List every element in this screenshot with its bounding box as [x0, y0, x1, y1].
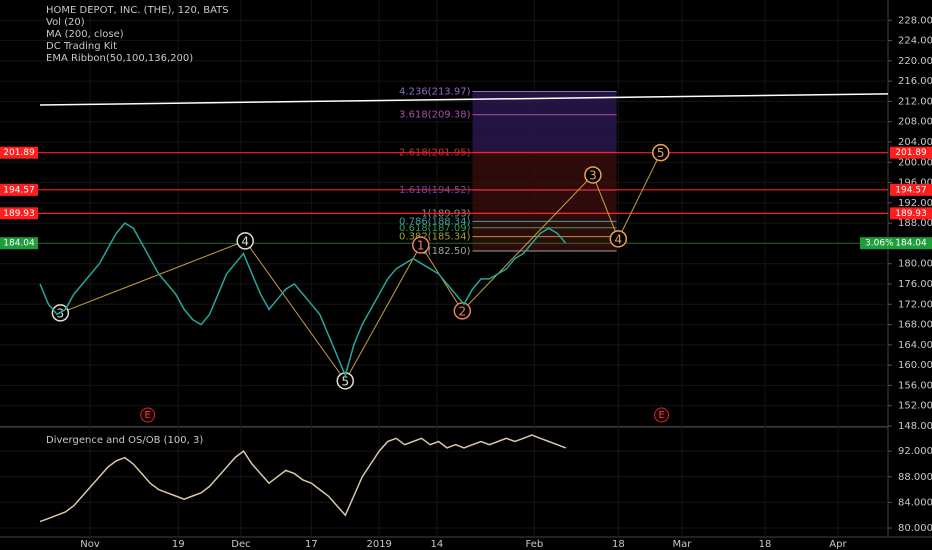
level-tag-right-label: 189.93	[895, 209, 927, 219]
last-change: 3.06%	[865, 239, 894, 249]
wave-label: 1	[417, 238, 425, 252]
wave-marker	[584, 166, 602, 184]
x-tick-label: 18	[612, 539, 625, 550]
x-tick-label: 18	[759, 539, 772, 550]
fib-label: 0.382(185.34)	[399, 232, 471, 243]
pane-title: Divergence and OS/OB (100, 3)	[46, 435, 203, 446]
y-tick-label: 148.00	[898, 421, 932, 432]
y-tick-label: 84.0000	[898, 497, 932, 508]
series-line	[39, 222, 567, 378]
x-tick-label: 2019	[366, 539, 391, 550]
y-tick-label: 168.00	[898, 320, 932, 331]
earnings-marker	[140, 407, 156, 423]
y-tick-label: 88.0000	[898, 472, 932, 483]
wave-label: 3	[57, 306, 65, 320]
wave-marker	[651, 143, 670, 162]
x-tick-label: Nov	[80, 539, 100, 550]
fib-label: 3.618(209.38)	[399, 110, 471, 121]
chart-title: HOME DEPOT, INC. (THE), 120, BATS	[46, 5, 229, 16]
indicator-label: MA (200, close)	[46, 29, 124, 40]
y-tick-label: 200.00	[898, 157, 932, 168]
y-tick-label: 216.00	[898, 76, 932, 87]
wave-label: 3	[589, 168, 597, 182]
x-tick-label: Mar	[672, 539, 692, 550]
trendline	[39, 93, 889, 106]
y-tick-label: 196.00	[898, 178, 932, 189]
y-tick-label: 220.00	[898, 56, 932, 67]
level-tag-right-label: 184.04	[895, 239, 927, 249]
level-tag-right-label: 201.89	[895, 148, 927, 158]
x-tick-label: Feb	[526, 539, 544, 550]
level-tag-right	[890, 207, 932, 220]
y-tick-label: 80.0000	[898, 523, 932, 534]
indicator-label: Vol (20)	[46, 17, 85, 28]
y-tick-label: 192.00	[898, 198, 932, 209]
x-tick-label: 14	[430, 539, 443, 550]
y-tick-label: 92.0000	[898, 446, 932, 457]
y-tick-label: 228.00	[898, 15, 932, 26]
y-tick-label: 160.00	[898, 360, 932, 371]
y-tick-label: 164.00	[898, 340, 932, 351]
wave-marker	[236, 232, 254, 250]
fib-label: 0.618(187.09)	[399, 223, 471, 234]
fib-label: 0.786(188.34)	[399, 216, 471, 227]
indicator-label: DC Trading Kit	[46, 41, 117, 52]
y-tick-label: 224.00	[898, 36, 932, 47]
wave-label: 5	[657, 146, 665, 160]
level-tag-label: 184.04	[3, 239, 35, 249]
level-tag-label: 194.57	[3, 185, 35, 195]
level-tag-label: 189.93	[3, 209, 35, 219]
y-tick-label: 152.00	[898, 401, 932, 412]
fib-label: 0(182.50)	[421, 246, 470, 257]
fib-label: 1.618(194.52)	[399, 185, 471, 196]
earnings-label: E	[145, 410, 151, 421]
level-tag-right-label: 194.57	[895, 185, 927, 195]
y-tick-label: 180.00	[898, 259, 932, 270]
y-tick-label: 176.00	[898, 279, 932, 290]
y-tick-label: 172.00	[898, 299, 932, 310]
level-tag	[0, 183, 38, 196]
y-tick-label: 188.00	[898, 218, 932, 229]
level-tag-right	[890, 146, 932, 159]
x-tick-label: Apr	[829, 539, 847, 550]
x-tick-label: 17	[305, 539, 318, 550]
earnings-label: E	[658, 410, 664, 421]
earnings-marker	[654, 407, 670, 423]
wave-label: 2	[458, 304, 466, 318]
fib-label: 4.236(213.97)	[399, 86, 471, 97]
y-tick-label: 204.00	[898, 137, 932, 148]
indicator-label: EMA Ribbon(50,100,136,200)	[46, 53, 193, 64]
y-tick-label: 212.00	[898, 96, 932, 107]
level-tag	[0, 237, 38, 250]
wave-marker	[609, 230, 628, 248]
fib-zone-upper	[472, 91, 617, 153]
level-tag-label: 201.89	[3, 148, 35, 158]
level-tag	[0, 146, 38, 159]
level-tag-right	[890, 183, 932, 196]
last-price-tag	[860, 237, 932, 250]
series-line	[39, 434, 567, 523]
wave-label: 4	[615, 232, 623, 246]
y-tick-label: 156.00	[898, 380, 932, 391]
level-tag	[0, 207, 38, 220]
wave-marker	[412, 236, 430, 254]
wave-label: 4	[241, 234, 249, 248]
x-tick-label: Dec	[231, 539, 250, 550]
y-tick-label: 208.00	[898, 117, 932, 128]
x-tick-label: 19	[172, 539, 185, 550]
wave-label: 5	[341, 374, 349, 388]
